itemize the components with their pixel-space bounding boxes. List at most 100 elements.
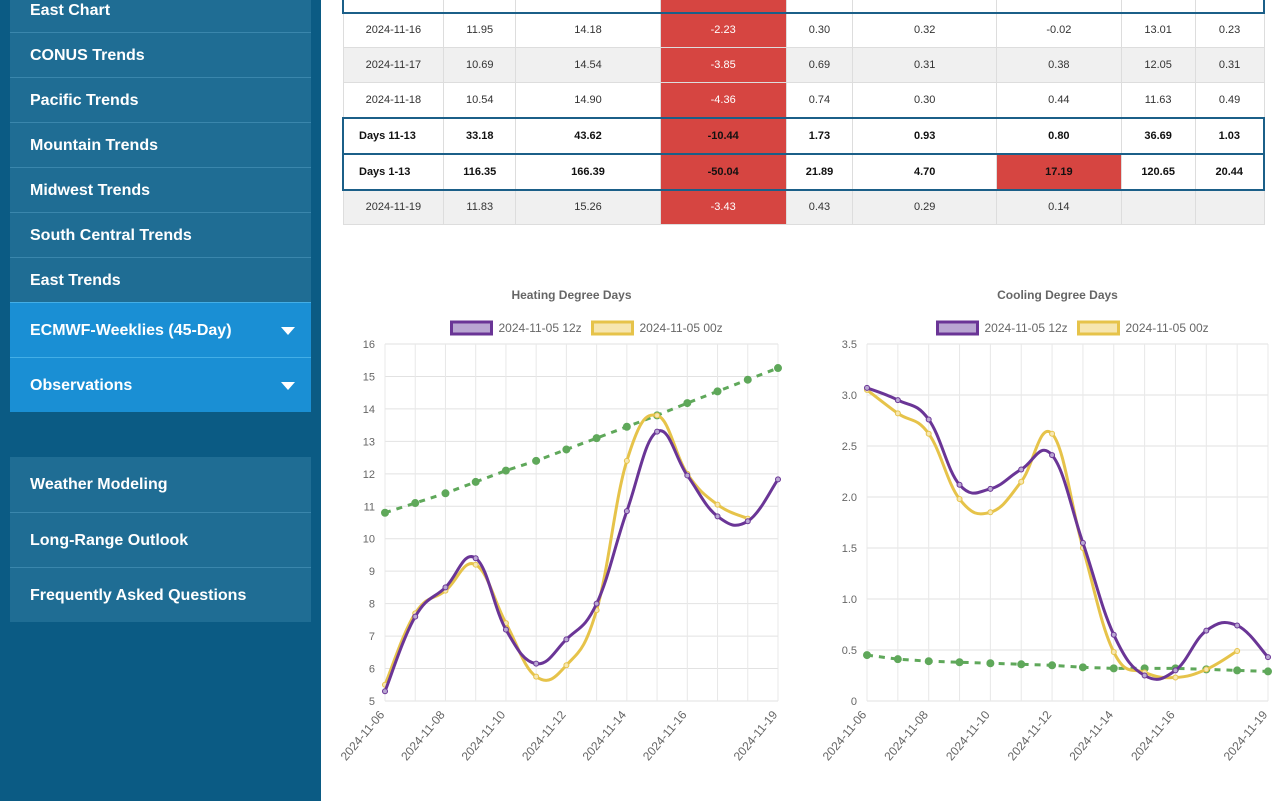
data-point xyxy=(956,496,963,503)
sidebar-item-south-central-trends[interactable]: South Central Trends xyxy=(10,212,311,257)
data-point xyxy=(562,445,571,454)
data-point xyxy=(893,655,902,664)
table-cell: 43.62 xyxy=(515,116,661,155)
data-point xyxy=(472,555,479,562)
data-point xyxy=(593,600,600,607)
table-cell: -0.02 xyxy=(996,12,1122,48)
legend-label: 2024-11-05 12z xyxy=(985,321,1068,335)
data-point xyxy=(683,399,692,408)
y-tick-label: 2.5 xyxy=(842,441,857,453)
y-tick-label: 3.0 xyxy=(842,390,857,402)
data-point xyxy=(382,688,388,695)
data-point xyxy=(471,477,480,486)
data-point xyxy=(502,626,509,633)
data-point xyxy=(533,673,540,680)
table-cell: 0.30 xyxy=(852,82,998,118)
data-point xyxy=(987,485,994,492)
sidebar-item-mountain-trends[interactable]: Mountain Trends xyxy=(10,122,311,167)
y-tick-label: 7 xyxy=(369,631,375,643)
data-point xyxy=(1234,622,1241,629)
sidebar-dropdown-observations[interactable]: Observations xyxy=(10,357,311,412)
data-point xyxy=(894,410,901,417)
table-row: 2024-11-16 11.95 14.18 -2.23 0.30 0.32 -0.02 13… xyxy=(342,12,1265,48)
sidebar-dropdown-ecmwf-weeklies[interactable]: ECMWF-Weeklies (45-Day) xyxy=(10,302,311,357)
data-point xyxy=(743,375,752,384)
sidebar-item-conus-trends[interactable]: CONUS Trends xyxy=(10,32,311,77)
data-point xyxy=(501,466,510,475)
y-tick-label: 13 xyxy=(363,436,375,448)
data-point xyxy=(1017,660,1026,669)
table-cell-date: Days 1-13 xyxy=(342,152,445,191)
y-tick-label: 14 xyxy=(363,404,375,416)
data-point xyxy=(986,659,995,668)
table-cell xyxy=(1194,189,1265,225)
chart-title: Heating Degree Days xyxy=(511,288,631,302)
legend-label: 2024-11-05 00z xyxy=(640,321,723,335)
sidebar-dropdown-label: Observations xyxy=(30,377,133,394)
y-tick-label: 1.0 xyxy=(842,594,857,606)
table-cell: 11.63 xyxy=(1120,82,1196,118)
data-point xyxy=(442,584,449,591)
y-tick-label: 15 xyxy=(363,371,375,383)
table-cell: 14.18 xyxy=(515,12,661,48)
table-cell: 0.32 xyxy=(852,12,998,48)
table-cell: 12.05 xyxy=(1120,47,1196,83)
legend-label: 2024-11-05 00z xyxy=(1126,321,1209,335)
x-tick-label: 2024-11-10 xyxy=(459,708,509,764)
table-cell: 17.19 xyxy=(996,152,1122,191)
data-point xyxy=(411,499,420,508)
data-point xyxy=(1079,539,1086,546)
data-point xyxy=(955,658,964,667)
sidebar-item-pacific-trends[interactable]: Pacific Trends xyxy=(10,77,311,122)
table-cell: 36.69 xyxy=(1120,116,1196,155)
table-cell: 10.69 xyxy=(443,47,517,83)
data-point xyxy=(592,434,601,443)
data-point xyxy=(1110,631,1117,638)
sidebar: East Chart CONUS Trends Pacific Trends M… xyxy=(0,0,321,801)
table-summary-row: Days 11-13 33.18 43.62 -10.44 1.73 0.93 0.80 36… xyxy=(342,116,1265,155)
table-cell: 14.54 xyxy=(515,47,661,83)
table-cell: -4.36 xyxy=(659,82,787,118)
x-tick-label: 2024-11-10 xyxy=(943,708,993,764)
sidebar-link-faq[interactable]: Frequently Asked Questions xyxy=(10,567,311,622)
x-tick-label: 2024-11-06 xyxy=(820,708,870,764)
data-point xyxy=(623,457,630,464)
caret-down-icon xyxy=(281,382,295,390)
table-cell: 0.31 xyxy=(1194,47,1265,83)
data-point xyxy=(774,364,782,373)
x-tick-label: 2024-11-12 xyxy=(1005,708,1055,764)
data-point xyxy=(1109,664,1118,673)
legend-swatch xyxy=(450,320,493,336)
table-cell: 0.30 xyxy=(785,12,854,48)
sidebar-item-east-trends[interactable]: East Trends xyxy=(10,257,311,302)
y-tick-label: 10 xyxy=(363,534,375,546)
data-point xyxy=(1049,430,1056,437)
table-cell: 13.01 xyxy=(1120,12,1196,48)
series-line xyxy=(384,366,779,515)
data-point xyxy=(412,613,419,620)
data-point xyxy=(441,489,450,498)
data-point xyxy=(1018,478,1025,485)
data-point xyxy=(1078,663,1087,672)
data-point xyxy=(654,428,661,435)
table-summary-row: Days 1-13 116.35 166.39 -50.04 21.89 4.70 17.1… xyxy=(342,152,1265,191)
table-cell-date: 2024-11-17 xyxy=(342,47,445,83)
table-cell: 0.74 xyxy=(785,82,854,118)
data-point xyxy=(924,657,933,666)
data-point xyxy=(1049,452,1056,459)
table-cell: 0.38 xyxy=(996,47,1122,83)
x-tick-label: 2024-11-12 xyxy=(519,708,569,764)
sidebar-link-long-range-outlook[interactable]: Long-Range Outlook xyxy=(10,512,311,567)
data-point xyxy=(622,422,631,431)
table-cell: 0.31 xyxy=(852,47,998,83)
table-cell-date: 2024-11-19 xyxy=(342,189,445,225)
table-cell: 1.03 xyxy=(1194,116,1265,155)
data-point xyxy=(1234,648,1241,655)
table-row: 2024-11-19 11.83 15.26 -3.43 0.43 0.29 0.14 xyxy=(342,189,1265,225)
legend-swatch xyxy=(591,320,634,336)
y-tick-label: 9 xyxy=(369,566,375,578)
sidebar-item-east-chart[interactable]: East Chart xyxy=(10,0,311,32)
sidebar-link-weather-modeling[interactable]: Weather Modeling xyxy=(10,457,311,512)
sidebar-item-midwest-trends[interactable]: Midwest Trends xyxy=(10,167,311,212)
table-cell: 0.23 xyxy=(1194,12,1265,48)
